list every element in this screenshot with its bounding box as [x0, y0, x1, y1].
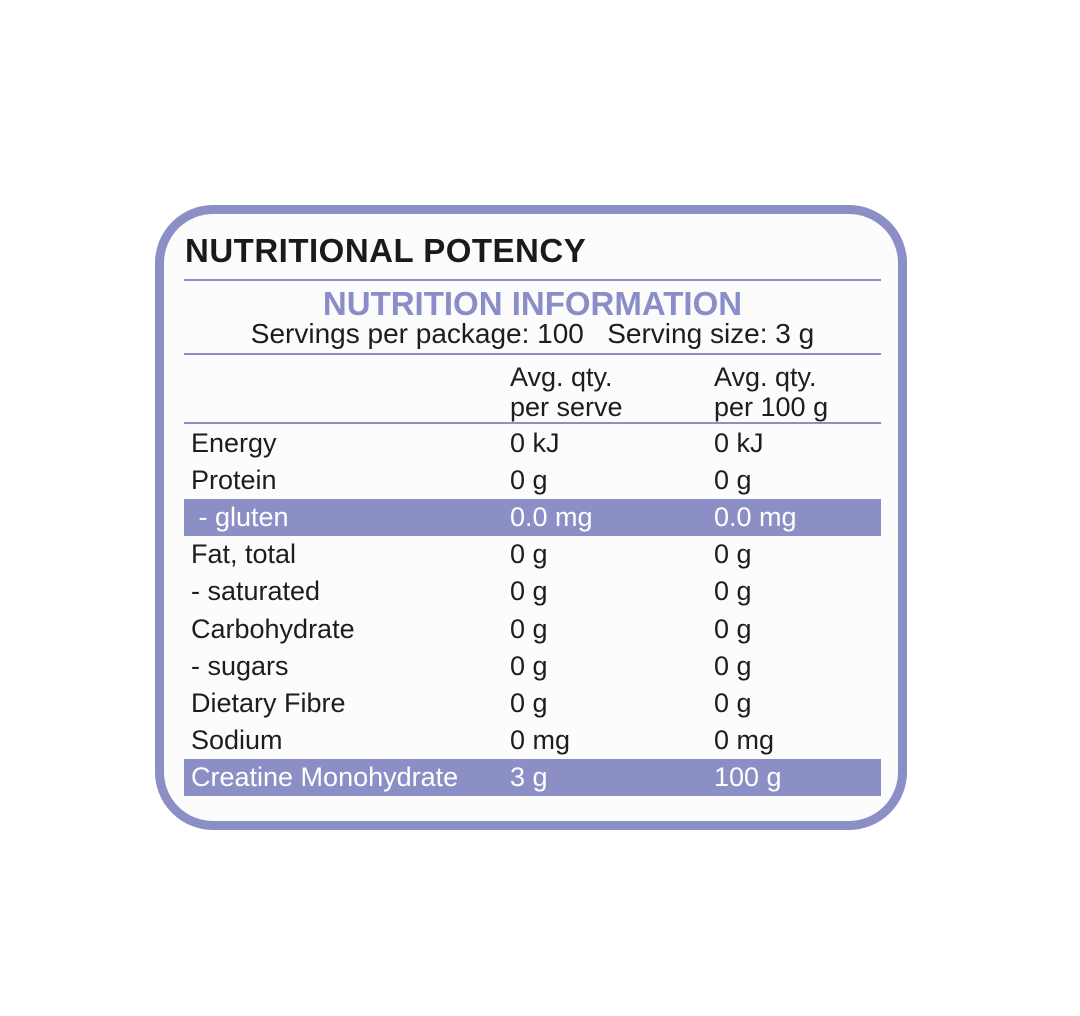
per-serve-value: 0 mg — [510, 724, 571, 755]
per-100g-value: 100 g — [714, 761, 782, 792]
nutrient-name: Energy — [191, 428, 277, 458]
per-100g-value: 0 g — [714, 687, 752, 718]
per-serve-value: 0 g — [510, 465, 548, 496]
servings-line: Servings per package: 100 Serving size: … — [250, 318, 815, 349]
column-header-line: per 100 g — [714, 392, 829, 422]
nutrient-name: Fat, total — [191, 539, 297, 570]
nutrient-name: Creatine Monohydrate — [191, 761, 459, 792]
per-100g-value: 0 mg — [714, 724, 775, 755]
nutrient-name: - gluten — [191, 502, 289, 533]
column-header-line: Avg. qty. — [714, 362, 817, 392]
nutrient-name: Protein — [191, 465, 277, 496]
per-serve-value: 0 g — [510, 613, 548, 644]
table-row: Protein 0 g 0 g — [184, 462, 881, 499]
table-row: Energy 0 kJ 0 kJ — [184, 425, 881, 462]
per-100g-value: 0 g — [714, 465, 752, 496]
nutrient-name: Sodium — [191, 724, 283, 755]
divider — [184, 353, 881, 355]
table-row: Carbohydrate 0 g 0 g — [184, 611, 881, 648]
table-row: Creatine Monohydrate 3 g 100 g — [184, 758, 881, 796]
per-serve-value: 0 g — [510, 576, 548, 607]
per-100g-value: 0 g — [714, 576, 752, 607]
per-serve-value: 0 g — [510, 650, 548, 681]
divider — [184, 279, 881, 281]
nutrient-name: Carbohydrate — [191, 613, 355, 644]
per-serve-value: 3 g — [510, 761, 548, 792]
per-100g-value: 0 g — [714, 650, 752, 681]
per-100g-value: 0 g — [714, 539, 752, 570]
table-row: Sodium 0 mg 0 mg — [184, 722, 881, 759]
nutrition-info-title: NUTRITION INFORMATION — [322, 285, 743, 322]
per-serve-value: 0 g — [510, 539, 548, 570]
divider — [184, 422, 881, 424]
table-row: Fat, total 0 g 0 g — [184, 536, 881, 573]
column-header-per-serve: Avg. qty. per serve — [510, 362, 623, 422]
per-serve-value: 0 kJ — [510, 428, 560, 458]
table-row: - saturated 0 g 0 g — [184, 573, 881, 610]
per-serve-value: 0 g — [510, 687, 548, 718]
per-serve-value: 0.0 mg — [510, 502, 593, 533]
per-100g-value: 0 kJ — [714, 428, 764, 458]
nutrient-name: - sugars — [191, 650, 289, 681]
per-100g-value: 0 g — [714, 613, 752, 644]
column-header-line: per serve — [510, 392, 623, 422]
nutrient-name: - saturated — [191, 576, 321, 607]
table-row: Dietary Fibre 0 g 0 g — [184, 685, 881, 722]
column-header-per-100g: Avg. qty. per 100 g — [714, 362, 828, 422]
column-header-line: Avg. qty. — [510, 362, 613, 392]
nutrient-name: Dietary Fibre — [191, 687, 346, 718]
panel-heading: NUTRITIONAL POTENCY — [185, 232, 587, 269]
table-row: - gluten 0.0 mg 0.0 mg — [184, 499, 881, 537]
per-100g-value: 0.0 mg — [714, 502, 797, 533]
table-row: - sugars 0 g 0 g — [184, 648, 881, 685]
